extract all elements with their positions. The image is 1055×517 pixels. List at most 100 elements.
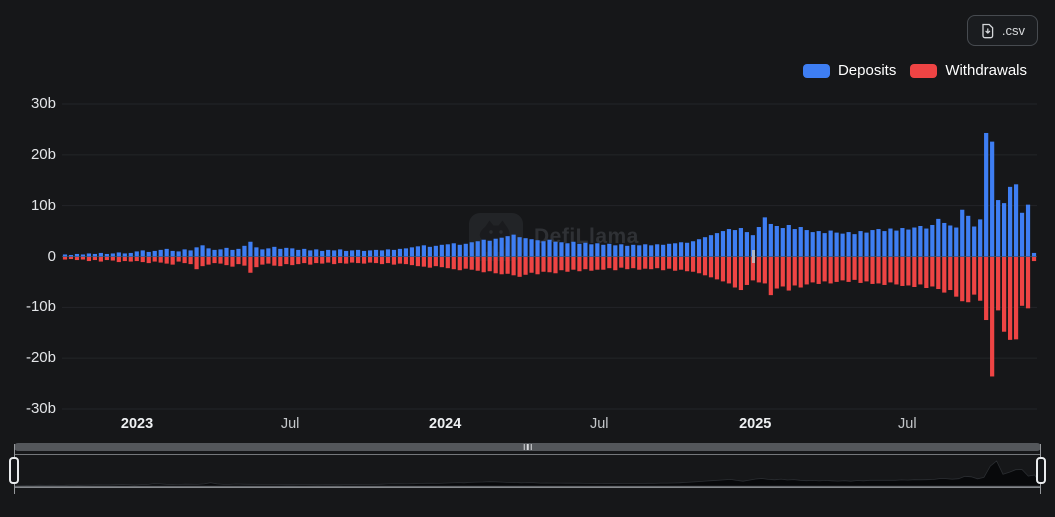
withdrawal-bar[interactable] <box>625 257 630 270</box>
withdrawal-bar[interactable] <box>726 257 732 284</box>
withdrawal-bar[interactable] <box>595 257 600 270</box>
withdrawal-bar[interactable] <box>1019 257 1025 306</box>
deposit-bar[interactable] <box>906 229 911 257</box>
withdrawal-bar[interactable] <box>505 257 510 274</box>
withdrawal-bar[interactable] <box>571 257 576 270</box>
deposit-bar[interactable] <box>451 243 456 257</box>
deposit-bar[interactable] <box>182 249 187 257</box>
deposit-bar[interactable] <box>678 242 684 257</box>
withdrawal-bar[interactable] <box>122 257 127 262</box>
deposit-bar[interactable] <box>768 223 773 257</box>
deposit-bar[interactable] <box>804 230 809 257</box>
deposit-bar[interactable] <box>176 251 181 257</box>
deposit-bar[interactable] <box>140 250 145 257</box>
withdrawal-bar[interactable] <box>326 257 331 263</box>
withdrawal-bar[interactable] <box>80 257 86 260</box>
withdrawal-bar[interactable] <box>834 257 839 282</box>
range-start-handle[interactable] <box>9 457 19 484</box>
withdrawal-bar[interactable] <box>355 257 361 264</box>
legend-item-withdrawals[interactable]: Withdrawals <box>910 62 1027 79</box>
deposit-bar[interactable] <box>625 245 630 257</box>
deposit-bar[interactable] <box>541 241 546 257</box>
withdrawal-bar[interactable] <box>110 257 115 261</box>
deposit-bar[interactable] <box>254 247 259 257</box>
withdrawal-bar[interactable] <box>284 257 289 265</box>
deposit-bar[interactable] <box>188 250 193 257</box>
withdrawal-bar[interactable] <box>314 257 319 264</box>
deposit-bar[interactable] <box>296 249 301 257</box>
withdrawal-bar[interactable] <box>92 257 97 261</box>
withdrawal-bar[interactable] <box>338 257 343 264</box>
withdrawal-bar[interactable] <box>912 257 917 287</box>
withdrawal-bar[interactable] <box>756 257 761 283</box>
withdrawal-bar[interactable] <box>475 257 480 271</box>
withdrawal-bar[interactable] <box>248 257 253 273</box>
deposit-bar[interactable] <box>355 249 361 257</box>
withdrawal-bar[interactable] <box>194 257 199 270</box>
withdrawal-bar[interactable] <box>164 257 169 264</box>
withdrawal-bar[interactable] <box>68 257 74 260</box>
withdrawal-bar[interactable] <box>517 257 522 277</box>
withdrawal-bar[interactable] <box>888 257 893 283</box>
withdrawal-bar[interactable] <box>230 257 235 267</box>
deposit-bar[interactable] <box>284 247 289 257</box>
deposit-bar[interactable] <box>553 241 558 257</box>
withdrawal-bar[interactable] <box>254 257 259 268</box>
deposit-bar[interactable] <box>278 248 283 257</box>
deposit-bar[interactable] <box>68 254 74 257</box>
withdrawal-bar[interactable] <box>655 257 660 269</box>
deposit-bar[interactable] <box>649 245 654 257</box>
withdrawal-bar[interactable] <box>750 257 755 281</box>
withdrawal-bar[interactable] <box>1002 257 1007 332</box>
withdrawal-bar[interactable] <box>708 257 714 278</box>
withdrawal-bar[interactable] <box>966 257 971 303</box>
deposit-bar[interactable] <box>1025 204 1031 257</box>
withdrawal-bar[interactable] <box>553 257 558 274</box>
deposit-bar[interactable] <box>595 243 600 257</box>
withdrawal-bar[interactable] <box>720 257 726 282</box>
withdrawal-bar[interactable] <box>116 257 121 263</box>
deposit-bar[interactable] <box>128 252 133 257</box>
withdrawal-bar[interactable] <box>864 257 869 282</box>
withdrawal-bar[interactable] <box>786 257 791 291</box>
withdrawal-bar[interactable] <box>547 257 552 273</box>
withdrawal-bar[interactable] <box>768 257 773 296</box>
withdrawal-bar[interactable] <box>804 257 809 285</box>
deposit-bar[interactable] <box>601 244 606 257</box>
deposit-bar[interactable] <box>720 231 726 257</box>
withdrawal-bar[interactable] <box>960 257 965 302</box>
withdrawal-bar[interactable] <box>738 257 744 291</box>
deposit-bar[interactable] <box>900 228 905 257</box>
withdrawal-bar[interactable] <box>541 257 546 272</box>
withdrawal-bar[interactable] <box>409 257 415 266</box>
deposit-bar[interactable] <box>696 239 702 257</box>
deposit-bar[interactable] <box>912 227 917 257</box>
deposit-bar[interactable] <box>379 250 385 257</box>
deposit-bar[interactable] <box>984 132 989 257</box>
withdrawal-bar[interactable] <box>1013 257 1019 340</box>
withdrawal-bar[interactable] <box>236 257 241 265</box>
deposit-bar[interactable] <box>98 252 103 257</box>
deposit-bar[interactable] <box>164 248 169 257</box>
deposit-bar[interactable] <box>547 239 552 257</box>
withdrawal-bar[interactable] <box>996 257 1001 311</box>
withdrawal-bar[interactable] <box>260 257 265 265</box>
deposit-bar[interactable] <box>780 228 785 257</box>
deposit-bar[interactable] <box>397 248 403 257</box>
deposit-bar[interactable] <box>74 253 80 257</box>
withdrawal-bar[interactable] <box>457 257 462 271</box>
withdrawal-bar[interactable] <box>302 257 307 264</box>
deposit-bar[interactable] <box>242 245 247 257</box>
deposit-bar[interactable] <box>673 243 678 257</box>
withdrawal-bar[interactable] <box>792 257 797 286</box>
deposit-bar[interactable] <box>738 228 744 257</box>
deposit-bar[interactable] <box>613 245 618 257</box>
deposit-bar[interactable] <box>373 249 379 257</box>
range-end-handle[interactable] <box>1036 457 1046 484</box>
withdrawal-bar[interactable] <box>188 257 193 265</box>
deposit-bar[interactable] <box>481 239 486 257</box>
withdrawal-bar[interactable] <box>146 257 151 264</box>
withdrawal-bar[interactable] <box>433 257 438 267</box>
withdrawal-bar[interactable] <box>924 257 929 289</box>
deposit-bar[interactable] <box>762 217 767 257</box>
